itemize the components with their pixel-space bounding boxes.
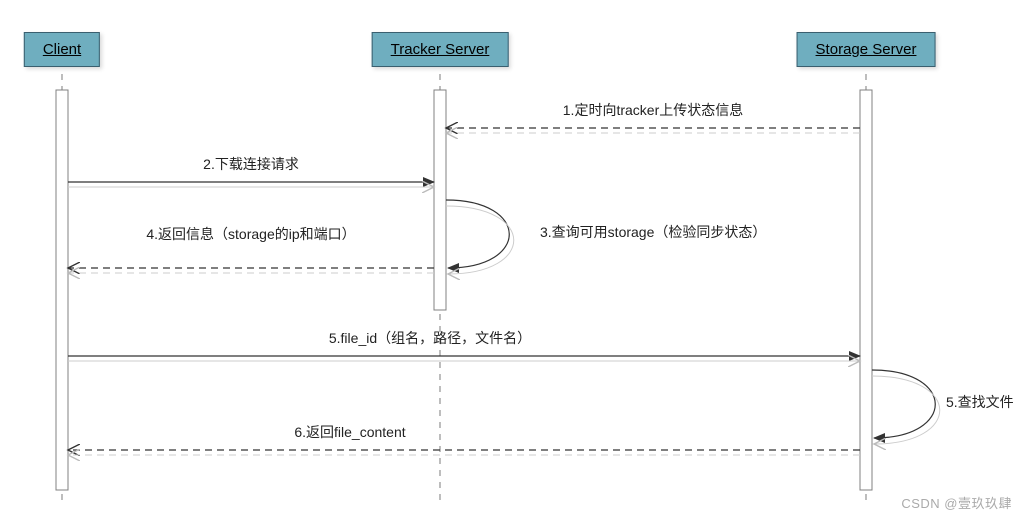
participant-client: Client <box>24 32 100 67</box>
participant-storage: Storage Server <box>797 32 936 67</box>
msg-3-label: 3.查询可用storage（检验同步状态） <box>540 222 766 246</box>
watermark: CSDN @壹玖玖肆 <box>901 493 1012 512</box>
diagram-svg <box>0 0 1024 520</box>
msg-5-label: 5.file_id（组名，路径，文件名） <box>329 328 531 352</box>
participant-client-label: Client <box>43 41 81 58</box>
activation-tracker <box>434 90 446 310</box>
msg-2-label: 2.下载连接请求 <box>203 154 299 178</box>
participant-tracker: Tracker Server <box>372 32 509 67</box>
msg-4-label: 4.返回信息（storage的ip和端口） <box>146 224 355 248</box>
activation-client <box>56 90 68 490</box>
msg-7-label: 6.返回file_content <box>294 422 405 446</box>
msg-6-line <box>872 370 935 438</box>
participant-tracker-label: Tracker Server <box>391 41 490 58</box>
participant-storage-label: Storage Server <box>816 41 917 58</box>
msg-1-label: 1.定时向tracker上传状态信息 <box>563 100 743 124</box>
activation-storage <box>860 90 872 490</box>
msg-6-label: 5.查找文件 <box>946 392 1014 416</box>
sequence-diagram: Client Tracker Server Storage Server 1.定… <box>0 0 1024 520</box>
msg-3-line <box>446 200 509 268</box>
